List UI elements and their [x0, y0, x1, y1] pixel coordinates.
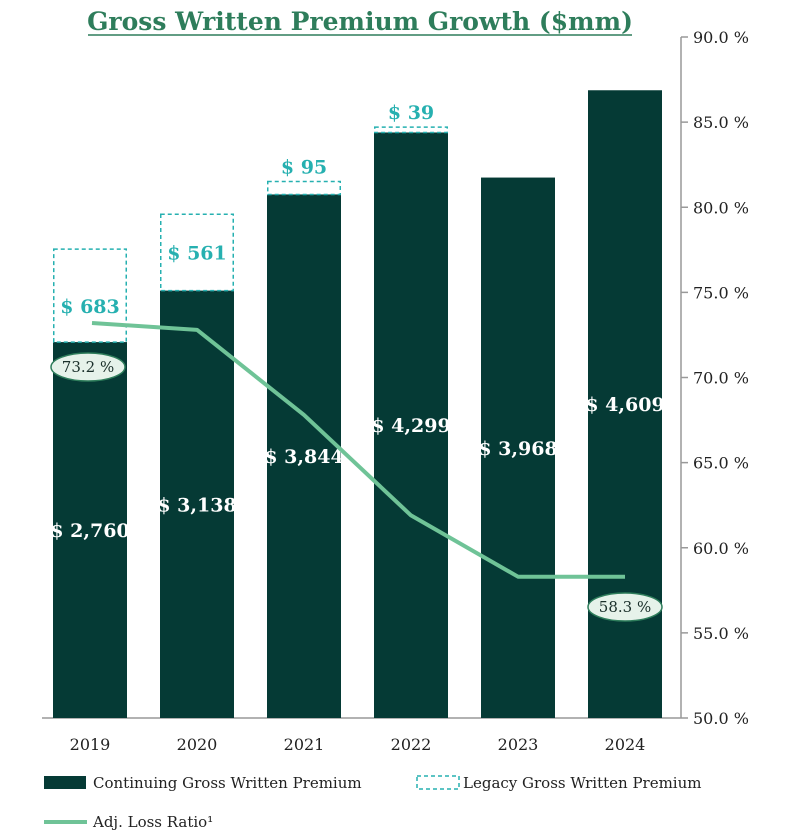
x-axis-category-label: 2021: [284, 735, 325, 754]
loss-ratio-badge: [587, 592, 663, 622]
legacy-bar-label: $ 683: [60, 296, 120, 318]
x-axis-category-label: 2024: [605, 735, 646, 754]
x-axis-category-label: 2020: [177, 735, 218, 754]
right-axis-tick-label: 55.0 %: [693, 624, 749, 643]
legacy-bar: [374, 126, 448, 134]
right-axis-tick-label: 60.0 %: [693, 539, 749, 558]
continuing-bar-label: $ 2,760: [50, 520, 129, 542]
continuing-bar-label: $ 3,968: [478, 438, 557, 460]
right-axis-tick-label: 75.0 %: [693, 283, 749, 302]
chart-title: Gross Written Premium Growth ($mm): [87, 7, 633, 36]
legend-label-loss-ratio: Adj. Loss Ratio¹: [92, 813, 213, 831]
legend-swatch-legacy: [416, 775, 460, 790]
continuing-bar: [481, 177, 555, 718]
legacy-bar-label: $ 561: [167, 242, 227, 264]
loss-ratio-badge: [50, 352, 126, 382]
x-axis-category-label: 2023: [498, 735, 539, 754]
right-axis-tick-label: 50.0 %: [693, 709, 749, 728]
continuing-bar: [53, 342, 127, 718]
legend-swatch-continuing: [44, 776, 86, 789]
legacy-bar: [53, 248, 127, 343]
continuing-bar: [267, 194, 341, 718]
continuing-bar-label: $ 4,299: [371, 415, 450, 437]
continuing-bar-label: $ 4,609: [585, 394, 664, 416]
legacy-bar-label: $ 95: [281, 157, 327, 179]
x-axis-category-label: 2019: [70, 735, 111, 754]
continuing-bar-label: $ 3,138: [157, 494, 236, 516]
continuing-bar: [160, 290, 234, 718]
legend-label-legacy: Legacy Gross Written Premium: [463, 774, 702, 792]
legacy-bar: [160, 213, 234, 292]
loss-ratio-line: [91, 321, 625, 579]
right-axis-tick-label: 80.0 %: [693, 198, 749, 217]
plot-area: 90.0 % 85.0 % 80.0 % 75.0 % 70.0 % 65.0 % 60.0…: [42, 28, 749, 831]
loss-ratio-label: 73.2 %: [62, 358, 114, 376]
legacy-bar: [267, 180, 341, 196]
continuing-bar-label: $ 3,844: [264, 446, 343, 468]
right-axis-tick-label: 90.0 %: [693, 28, 749, 47]
loss-ratio-label: 58.3 %: [599, 598, 651, 616]
x-axis-category-label: 2022: [391, 735, 432, 754]
right-axis-tick-label: 85.0 %: [693, 113, 749, 132]
legend-label-continuing: Continuing Gross Written Premium: [93, 774, 362, 792]
continuing-bar: [374, 132, 448, 718]
right-axis-tick-label: 70.0 %: [693, 369, 749, 388]
legacy-bar-label: $ 39: [388, 102, 434, 124]
right-axis-tick-label: 65.0 %: [693, 454, 749, 473]
